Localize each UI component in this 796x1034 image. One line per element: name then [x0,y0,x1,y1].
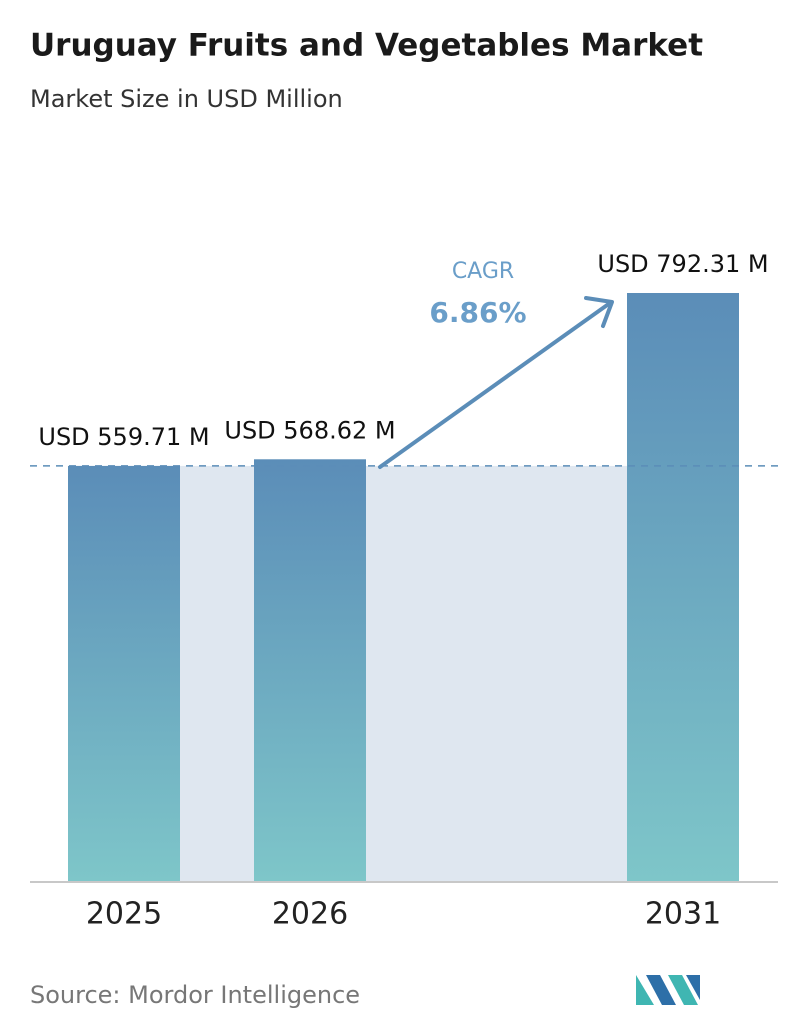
chart-subtitle: Market Size in USD Million [30,85,343,113]
cagr-label: CAGR [452,259,514,284]
cagr-arrow [378,296,614,469]
bar [68,465,180,882]
value-label: USD 568.62 M [224,416,395,444]
x-tick-label: 2031 [645,897,721,932]
bar [627,293,739,882]
x-tick-label: 2026 [272,897,348,932]
x-tick-label: 2025 [86,897,162,932]
value-label: USD 792.31 M [597,250,768,278]
value-label: USD 559.71 M [38,423,209,451]
cagr-value: 6.86% [429,296,526,329]
reference-band [180,465,627,882]
logo [636,975,700,1005]
chart-title: Uruguay Fruits and Vegetables Market [30,28,703,64]
source: Source: Mordor Intelligence [30,981,360,1009]
bar [254,459,366,882]
